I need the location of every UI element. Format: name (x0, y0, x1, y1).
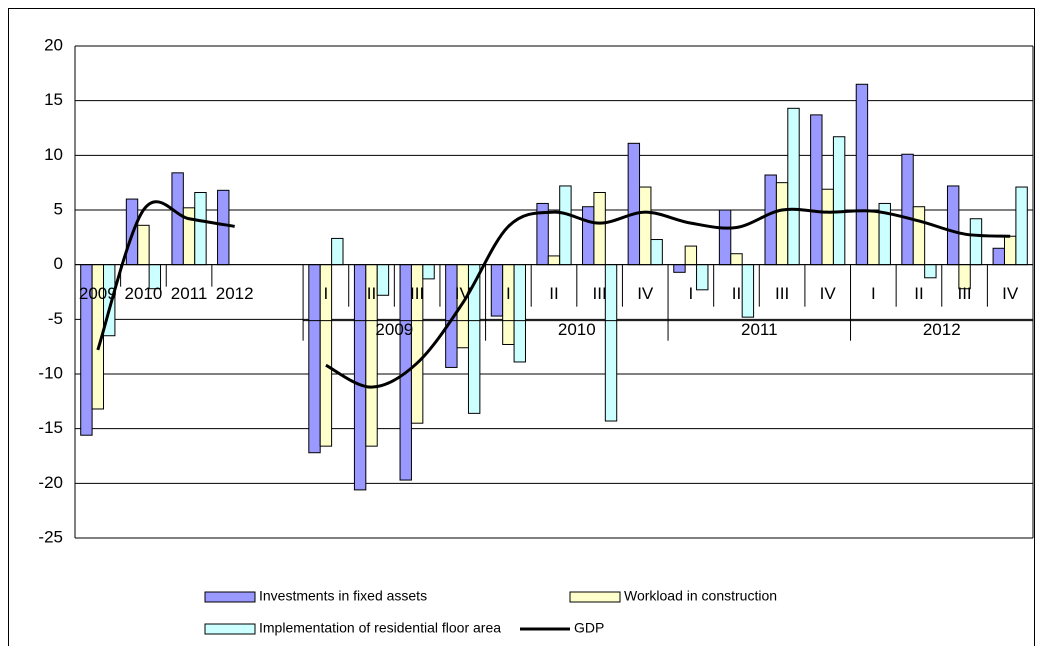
bar (969, 218, 983, 266)
bar (855, 83, 869, 266)
bar (331, 237, 344, 266)
bar (901, 153, 914, 266)
y-tick-label: 20 (44, 35, 63, 54)
x-tick-label: II (732, 284, 741, 303)
bar (992, 247, 1005, 266)
bar (639, 186, 652, 266)
bar (194, 192, 207, 266)
bar (650, 239, 663, 266)
bar (764, 174, 777, 266)
bar (353, 264, 367, 491)
y-tick-label: 0 (54, 254, 63, 273)
x-tick-label: I (324, 284, 329, 303)
legend-label: Workload in construction (624, 588, 777, 604)
x-tick-label: III (593, 284, 607, 303)
bar (217, 189, 230, 266)
bar (696, 264, 709, 291)
x-tick-label: II (367, 284, 376, 303)
bar (718, 209, 732, 266)
group-label: 2012 (923, 320, 961, 339)
y-tick-label: 5 (54, 199, 63, 218)
bar (422, 264, 435, 280)
legend-swatch (569, 591, 621, 603)
y-tick-label: -20 (38, 473, 63, 492)
group-label: 2010 (558, 320, 596, 339)
x-tick-label: III (410, 284, 424, 303)
bar (308, 264, 321, 454)
x-tick-label: 2012 (216, 284, 254, 303)
bar (673, 264, 686, 273)
bar (376, 264, 390, 296)
bar (810, 114, 823, 266)
legend-swatch (204, 591, 256, 603)
bar (1015, 186, 1028, 266)
bar (684, 245, 698, 266)
bar (627, 142, 641, 266)
bar (924, 264, 937, 279)
legend-label: Investments in fixed assets (259, 588, 427, 604)
legend-swatch (204, 623, 256, 635)
y-tick-label: 10 (44, 145, 63, 164)
bar (775, 182, 789, 266)
x-tick-label: I (688, 284, 693, 303)
bar (912, 206, 926, 266)
bar (1003, 235, 1017, 266)
bar (171, 172, 184, 266)
bar (456, 264, 469, 349)
x-tick-label: IV (820, 284, 837, 303)
bar (832, 136, 846, 266)
y-tick-label: 15 (44, 90, 63, 109)
x-tick-label: I (871, 284, 876, 303)
bar (137, 224, 150, 266)
y-tick-label: -5 (48, 309, 63, 328)
y-tick-label: -10 (38, 363, 63, 382)
x-tick-label: 2011 (171, 284, 208, 303)
bar (513, 264, 526, 363)
x-tick-label: III (775, 284, 789, 303)
group-label: 2009 (375, 320, 413, 339)
x-tick-label: II (914, 284, 923, 303)
bar (946, 185, 960, 266)
bar (604, 264, 618, 422)
bar (490, 264, 504, 317)
x-tick-label: III (957, 284, 971, 303)
bar (502, 264, 515, 345)
bar (559, 185, 572, 266)
bar (741, 264, 755, 318)
legend-label: GDP (574, 620, 604, 636)
line-series (96, 200, 1011, 389)
x-tick-label: I (506, 284, 511, 303)
bar (787, 107, 800, 266)
x-tick-label: 2010 (125, 284, 163, 303)
bar (821, 188, 834, 266)
bar (867, 209, 880, 266)
bar (730, 253, 743, 266)
y-tick-label: -15 (38, 418, 63, 437)
x-tick-label: 2009 (79, 284, 117, 303)
legend-label: Implementation of residential floor area (259, 620, 501, 636)
bar (582, 206, 595, 266)
bar (547, 255, 561, 266)
y-tick-label: -25 (38, 527, 63, 546)
x-tick-label: II (549, 284, 558, 303)
x-tick-label: IV (1002, 284, 1019, 303)
x-tick-label: IV (637, 284, 654, 303)
bar (593, 192, 606, 266)
group-label: 2011 (741, 320, 778, 339)
